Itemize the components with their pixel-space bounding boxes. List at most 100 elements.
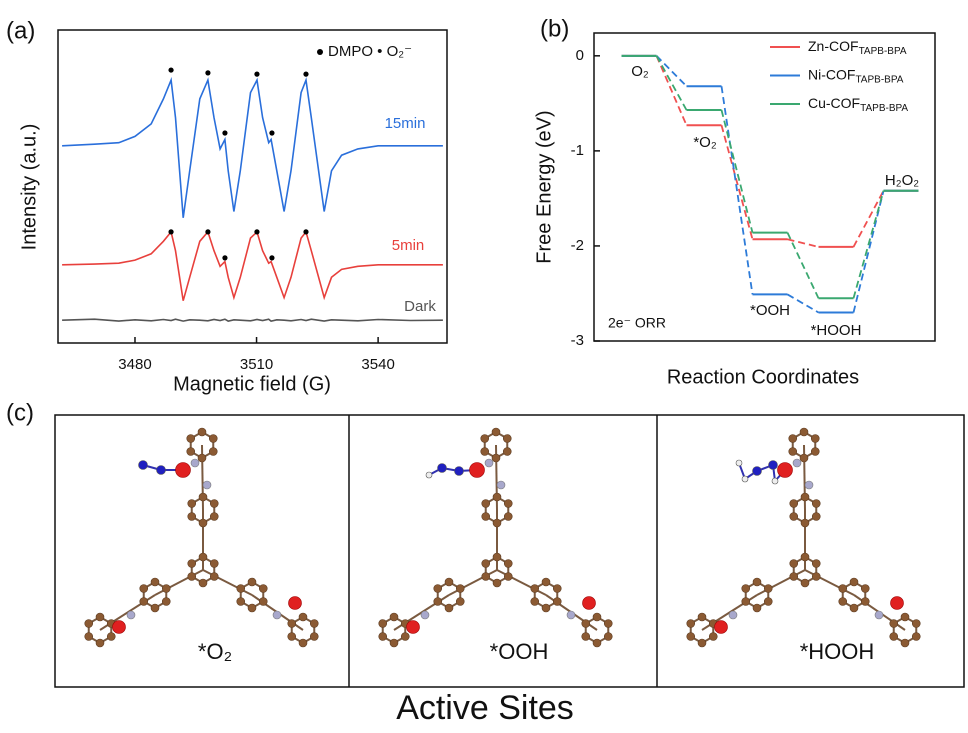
connector bbox=[852, 190, 885, 248]
carbon bbox=[480, 434, 490, 443]
hydrogen bbox=[425, 471, 433, 479]
y-tick-label: -2 bbox=[571, 237, 584, 254]
metal-atom bbox=[469, 462, 485, 478]
hydrogen bbox=[771, 477, 779, 485]
carbon bbox=[502, 447, 512, 456]
carbon bbox=[481, 499, 491, 508]
carbon bbox=[84, 632, 94, 641]
legend-text: DMPO • O₂⁻ bbox=[328, 43, 412, 60]
carbon bbox=[911, 632, 921, 641]
carbon bbox=[800, 552, 810, 562]
carbon bbox=[389, 612, 399, 622]
nitrogen bbox=[126, 610, 136, 620]
carbon bbox=[708, 632, 718, 641]
carbon bbox=[455, 584, 465, 593]
legend-sub: TAPB-BPA bbox=[855, 74, 903, 85]
carbon bbox=[298, 612, 308, 622]
carbon bbox=[186, 447, 196, 456]
nitrogen bbox=[874, 610, 884, 620]
carbon bbox=[900, 638, 910, 648]
carbon bbox=[592, 638, 602, 648]
legend-dot bbox=[317, 49, 323, 55]
carbon bbox=[161, 584, 171, 593]
carbon bbox=[480, 447, 490, 456]
connector bbox=[852, 190, 885, 299]
carbon bbox=[236, 597, 246, 606]
carbon bbox=[799, 453, 809, 463]
series-line bbox=[62, 76, 443, 218]
hydrogen bbox=[735, 459, 743, 467]
connector bbox=[787, 238, 819, 248]
carbon bbox=[741, 597, 751, 606]
carbon bbox=[592, 612, 602, 622]
peak-marker bbox=[168, 67, 174, 73]
carbon bbox=[492, 518, 502, 528]
peak-marker bbox=[303, 71, 309, 77]
adsorbate-atom bbox=[768, 460, 778, 470]
series-line bbox=[62, 318, 443, 322]
metal-atom bbox=[890, 596, 904, 610]
adsorbate-atom bbox=[752, 466, 762, 476]
carbon bbox=[763, 584, 773, 593]
carbon bbox=[378, 619, 388, 628]
bond bbox=[154, 569, 204, 596]
carbon bbox=[197, 427, 207, 437]
carbon bbox=[491, 453, 501, 463]
carbon bbox=[552, 597, 562, 606]
nitrogen bbox=[496, 480, 506, 490]
carbon bbox=[800, 578, 810, 588]
peak-marker bbox=[222, 255, 228, 261]
carbon bbox=[187, 572, 197, 581]
carbon bbox=[800, 518, 810, 528]
metal-atom bbox=[112, 620, 126, 634]
carbon bbox=[389, 638, 399, 648]
legend-name: Zn-COF bbox=[808, 38, 859, 54]
carbon bbox=[811, 512, 821, 521]
carbon bbox=[150, 577, 160, 587]
metal-atom bbox=[406, 620, 420, 634]
metal-atom bbox=[582, 596, 596, 610]
y-axis-title: Free Energy (eV) bbox=[533, 110, 555, 263]
carbon bbox=[900, 612, 910, 622]
carbon bbox=[161, 597, 171, 606]
connector bbox=[655, 55, 688, 87]
carbon bbox=[541, 577, 551, 587]
carbon bbox=[95, 612, 105, 622]
carbon bbox=[763, 597, 773, 606]
carbon bbox=[503, 572, 513, 581]
peak-marker bbox=[168, 229, 174, 235]
carbon bbox=[433, 584, 443, 593]
carbon bbox=[197, 453, 207, 463]
peak-marker bbox=[254, 229, 260, 235]
x-axis-title: Magnetic field (G) bbox=[173, 373, 331, 395]
carbon bbox=[492, 492, 502, 502]
carbon bbox=[811, 572, 821, 581]
carbon bbox=[209, 572, 219, 581]
metal-atom bbox=[288, 596, 302, 610]
peak-marker bbox=[205, 229, 211, 235]
peak-marker bbox=[269, 130, 275, 136]
x-tick-label: 3510 bbox=[240, 356, 273, 373]
site-label: *O₂ bbox=[198, 639, 232, 664]
carbon bbox=[789, 572, 799, 581]
carbon bbox=[581, 632, 591, 641]
carbon bbox=[400, 632, 410, 641]
legend-name: Ni-COF bbox=[808, 66, 855, 82]
carbon bbox=[247, 603, 257, 613]
site-label: *HOOH bbox=[800, 639, 875, 664]
carbon bbox=[198, 578, 208, 588]
carbon bbox=[889, 632, 899, 641]
metal-atom bbox=[714, 620, 728, 634]
bond bbox=[756, 569, 806, 596]
carbon bbox=[444, 603, 454, 613]
panel-label: (b) bbox=[540, 15, 569, 42]
carbon bbox=[84, 619, 94, 628]
y-tick-label: 0 bbox=[576, 47, 584, 64]
carbon bbox=[258, 597, 268, 606]
step-label: *O₂ bbox=[693, 134, 717, 151]
carbon bbox=[799, 427, 809, 437]
x-tick-label: 3480 bbox=[118, 356, 151, 373]
nitrogen bbox=[566, 610, 576, 620]
series-label: 15min bbox=[385, 115, 426, 132]
carbon bbox=[298, 638, 308, 648]
